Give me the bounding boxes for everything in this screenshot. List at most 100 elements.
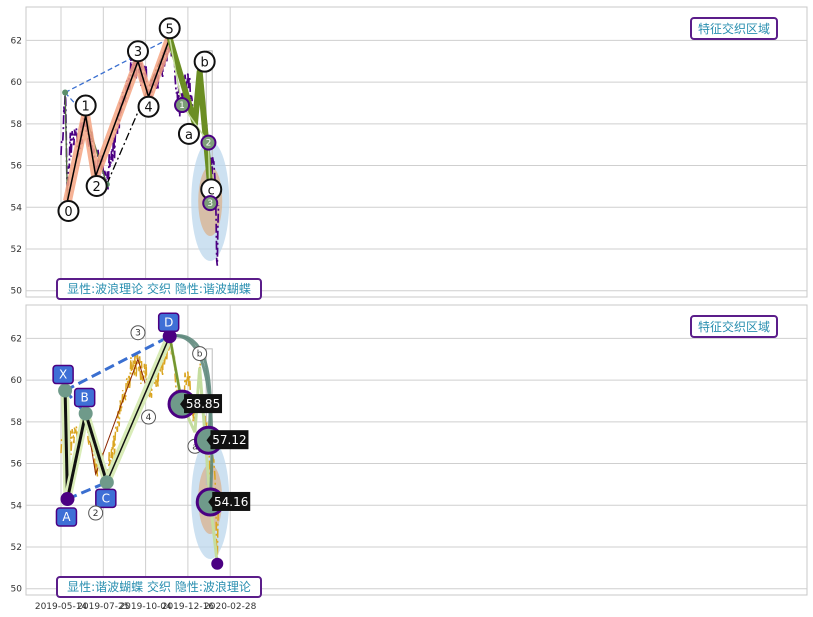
mode-label-box (56, 576, 262, 598)
impulse-wave-line (66, 38, 171, 202)
harmonic-label-X: X (59, 368, 67, 382)
sub-wave-label-1: 1 (179, 101, 185, 111)
wave-label-circle (85, 174, 108, 197)
wave-label-circle (126, 40, 149, 63)
region-tag-box (690, 17, 778, 40)
price-target-label: 54.16 (214, 495, 248, 509)
price-target-pointer (208, 493, 215, 510)
y-tick-label: 52 (11, 543, 22, 553)
y-tick-label: 62 (11, 334, 22, 344)
harmonic-node-D (162, 329, 177, 344)
harmonic-label-box (95, 488, 117, 509)
harmonic-label-box (55, 507, 78, 527)
wave-label-1: 1 (82, 99, 90, 114)
mode-label-box (56, 278, 262, 300)
harmonic-label-B: B (81, 390, 89, 404)
harmonic-label-D: D (164, 315, 173, 329)
harmonic-node-B (78, 406, 93, 421)
small-wave-circle (192, 346, 208, 362)
harmonic-node-A (60, 492, 75, 507)
y-tick-label: 52 (11, 245, 22, 255)
small-wave-label-b: b (197, 350, 203, 360)
x-tick-label: 2019-07-25 (77, 602, 129, 612)
y-tick-label: 60 (11, 376, 23, 386)
y-tick-label: 54 (11, 203, 23, 213)
y-tick-label: 58 (11, 418, 23, 428)
hidden-node-x (62, 89, 69, 96)
small-wave-label-a: a (192, 442, 198, 452)
wave-label-0: 0 (64, 205, 72, 220)
sub-wave-circle (174, 97, 191, 114)
small-wave-circle (130, 325, 146, 341)
sub-wave-line (168, 38, 211, 204)
wave-label-circle (137, 95, 160, 118)
wave-label-circle (74, 94, 97, 117)
harmonic-label-box (52, 364, 74, 385)
butterfly-leg (65, 413, 88, 500)
wave-label-5: 5 (166, 22, 174, 37)
y-tick-label: 58 (11, 120, 23, 130)
y-tick-label: 56 (11, 460, 23, 470)
price-target-box (210, 430, 249, 450)
butterfly-leg (63, 390, 69, 500)
butterfly-leg (84, 413, 109, 483)
wave-label-circle (177, 122, 200, 145)
region-tag: 特征交织区域 (698, 319, 770, 334)
butterfly-ac-dash (66, 480, 108, 501)
harmonic-label-A: A (62, 510, 71, 524)
small-wave-label-3: 3 (135, 329, 141, 339)
region-tag-box (690, 315, 778, 338)
wave-label-circle (158, 17, 181, 40)
small-wave-label-2: 2 (93, 509, 99, 519)
harmonic-label-box (73, 387, 96, 408)
sub-wave-label-2: 2 (206, 139, 212, 149)
small-wave-label-4: 4 (146, 413, 152, 423)
price-target-label: 57.12 (212, 433, 246, 447)
end-point-node (211, 557, 224, 570)
price-target-pointer (206, 432, 213, 449)
y-tick-label: 60 (11, 78, 23, 88)
sub-wave-circle (200, 134, 217, 151)
x-tick-label: 2019-05-14 (35, 602, 88, 612)
mode-label: 显性:波浪理论 交织 隐性:谐波蝴蝶 (67, 281, 251, 296)
y-tick-label: 50 (11, 585, 23, 595)
x-tick-label: 2019-12-16 (162, 602, 215, 612)
y-tick-label: 56 (11, 162, 23, 172)
price-target-box (212, 491, 251, 511)
price-target-label: 58.85 (186, 397, 220, 411)
wave-label-a: a (185, 128, 193, 143)
wave-label-3: 3 (134, 45, 142, 60)
wave-label-c: c (208, 183, 215, 198)
mode-label: 显性:谐波蝴蝶 交织 隐性:波浪理论 (67, 579, 251, 594)
wave-label-4: 4 (144, 101, 152, 116)
x-tick-label: 2019-10-04 (119, 602, 172, 612)
plot-area (25, 304, 808, 596)
corrective-wave-line (166, 37, 214, 187)
harmonic-node-C (99, 475, 114, 490)
x-tick-label: 2020-02-28 (204, 602, 257, 612)
wave-label-circle (193, 50, 216, 73)
small-wave-circle (88, 505, 104, 521)
small-wave-circle (141, 409, 157, 425)
butterfly-leg (106, 335, 171, 483)
price-target-box (184, 394, 223, 414)
harmonic-node-X (58, 383, 73, 398)
wave-label-2: 2 (93, 180, 101, 195)
sub-wave-label-3: 3 (207, 199, 213, 209)
y-tick-label: 62 (11, 36, 22, 46)
wave-label-circle (57, 200, 80, 223)
hidden-xd-dash (64, 37, 170, 94)
sub-wave-circle (202, 195, 219, 212)
y-tick-label: 50 (11, 287, 23, 297)
price-target-pointer (180, 396, 187, 413)
butterfly-xd-dash (64, 334, 171, 392)
region-tag: 特征交织区域 (698, 21, 770, 36)
harmonic-label-C: C (102, 491, 110, 505)
harmonic-label-box (157, 312, 180, 333)
projection-arrow (169, 334, 214, 503)
y-tick-label: 54 (11, 501, 23, 511)
